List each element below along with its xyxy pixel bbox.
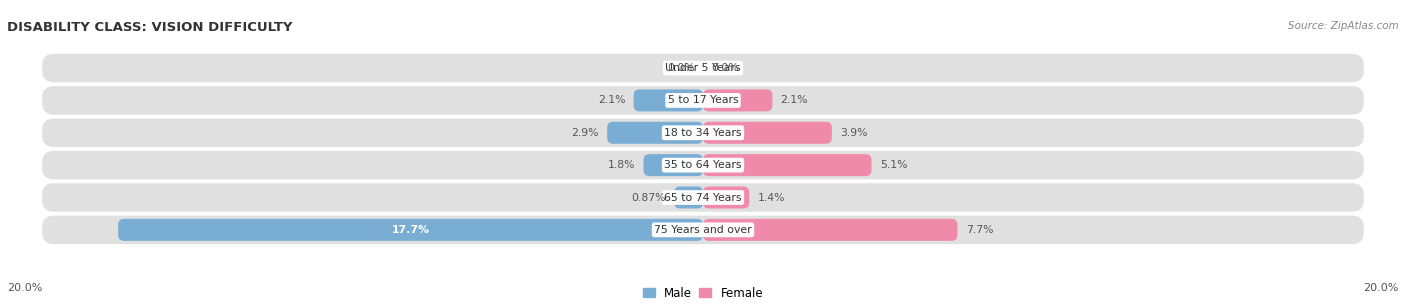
Text: 0.0%: 0.0% [711, 63, 740, 73]
FancyBboxPatch shape [644, 154, 703, 176]
Text: DISABILITY CLASS: VISION DIFFICULTY: DISABILITY CLASS: VISION DIFFICULTY [7, 21, 292, 34]
Text: 35 to 64 Years: 35 to 64 Years [664, 160, 742, 170]
FancyBboxPatch shape [42, 86, 1364, 115]
FancyBboxPatch shape [703, 219, 957, 241]
Text: 20.0%: 20.0% [1364, 283, 1399, 293]
Text: 75 Years and over: 75 Years and over [654, 225, 752, 235]
FancyBboxPatch shape [607, 122, 703, 144]
Text: 1.8%: 1.8% [607, 160, 636, 170]
FancyBboxPatch shape [675, 186, 703, 209]
FancyBboxPatch shape [118, 219, 703, 241]
Text: 65 to 74 Years: 65 to 74 Years [664, 192, 742, 202]
Text: 7.7%: 7.7% [966, 225, 993, 235]
FancyBboxPatch shape [42, 119, 1364, 147]
Text: 2.1%: 2.1% [598, 95, 626, 105]
Text: 2.9%: 2.9% [571, 128, 599, 138]
Text: 0.0%: 0.0% [666, 63, 695, 73]
FancyBboxPatch shape [703, 89, 772, 112]
FancyBboxPatch shape [703, 154, 872, 176]
Text: 2.1%: 2.1% [780, 95, 808, 105]
Text: 3.9%: 3.9% [841, 128, 868, 138]
FancyBboxPatch shape [703, 122, 832, 144]
FancyBboxPatch shape [42, 216, 1364, 244]
FancyBboxPatch shape [703, 186, 749, 209]
FancyBboxPatch shape [42, 183, 1364, 212]
Legend: Male, Female: Male, Female [643, 287, 763, 299]
Text: 17.7%: 17.7% [392, 225, 430, 235]
Text: 18 to 34 Years: 18 to 34 Years [664, 128, 742, 138]
Text: 5.1%: 5.1% [880, 160, 907, 170]
Text: Under 5 Years: Under 5 Years [665, 63, 741, 73]
Text: 20.0%: 20.0% [7, 283, 42, 293]
Text: 0.87%: 0.87% [631, 192, 666, 202]
FancyBboxPatch shape [42, 151, 1364, 179]
Text: 1.4%: 1.4% [758, 192, 785, 202]
Text: Source: ZipAtlas.com: Source: ZipAtlas.com [1288, 21, 1399, 31]
FancyBboxPatch shape [42, 54, 1364, 82]
FancyBboxPatch shape [634, 89, 703, 112]
Text: 5 to 17 Years: 5 to 17 Years [668, 95, 738, 105]
